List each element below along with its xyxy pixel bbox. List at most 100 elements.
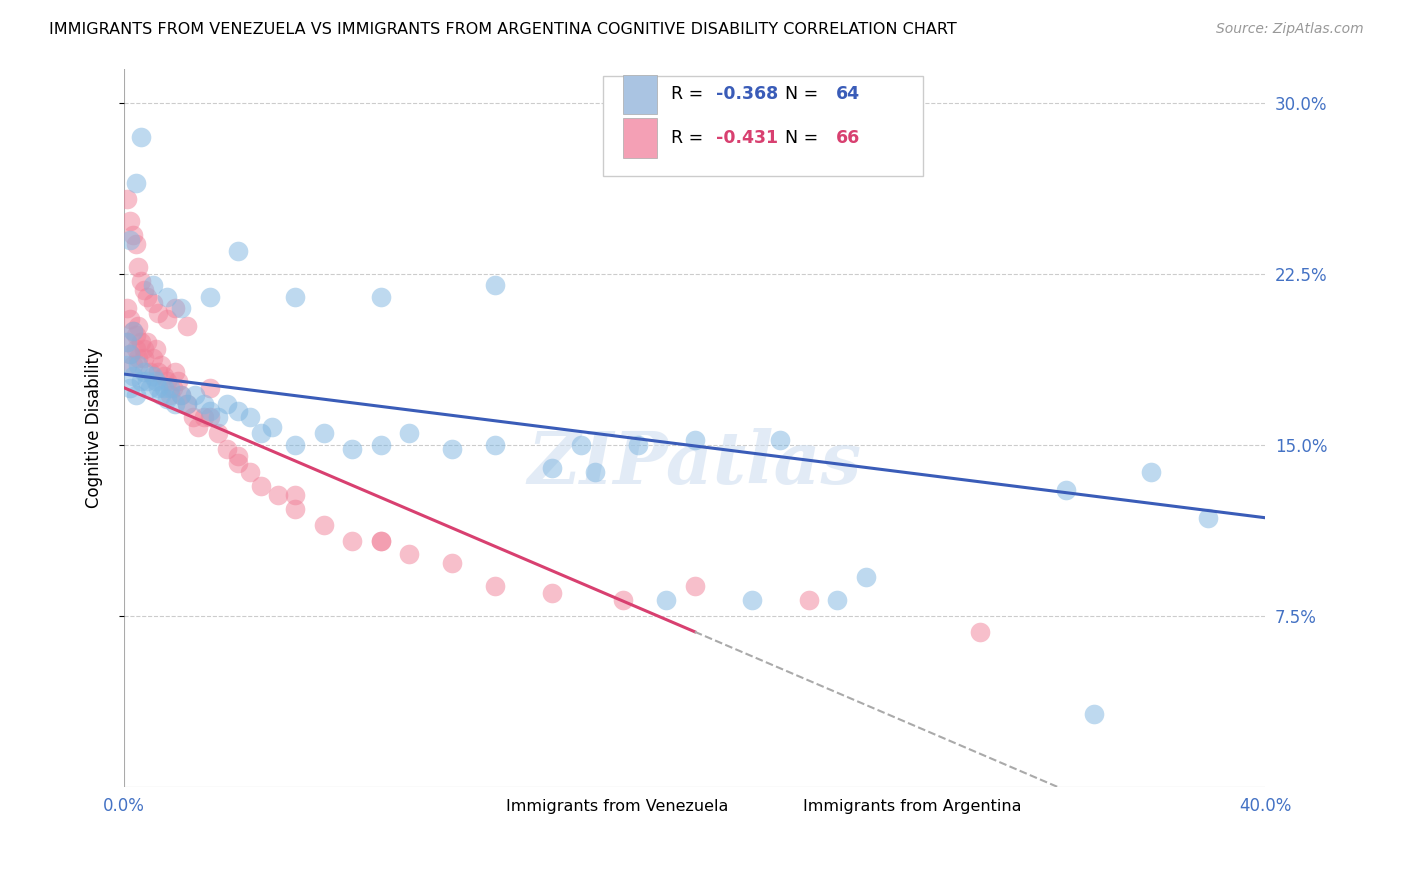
Point bbox=[1083, 706, 1105, 721]
Point bbox=[115, 192, 138, 206]
Point bbox=[198, 381, 221, 395]
Point bbox=[267, 488, 290, 502]
Point bbox=[312, 426, 335, 441]
Point bbox=[142, 278, 165, 293]
Point bbox=[115, 358, 138, 372]
Point bbox=[115, 301, 138, 315]
Point bbox=[139, 381, 162, 395]
Point bbox=[156, 392, 179, 407]
Point bbox=[827, 592, 849, 607]
Point bbox=[121, 324, 143, 338]
Point bbox=[129, 130, 152, 145]
Point bbox=[148, 365, 170, 379]
Point bbox=[145, 342, 167, 356]
Text: -0.431: -0.431 bbox=[717, 129, 779, 147]
Point bbox=[226, 449, 249, 463]
Point bbox=[1197, 510, 1219, 524]
Point bbox=[741, 592, 763, 607]
Point bbox=[132, 283, 155, 297]
Point bbox=[156, 374, 179, 388]
Point bbox=[184, 387, 207, 401]
Point bbox=[855, 570, 877, 584]
Text: ZIPatlas: ZIPatlas bbox=[527, 428, 862, 500]
Point bbox=[284, 488, 307, 502]
Point bbox=[170, 387, 193, 401]
Point bbox=[118, 346, 141, 360]
Point bbox=[207, 426, 229, 441]
Point bbox=[541, 460, 564, 475]
Point bbox=[121, 324, 143, 338]
Point bbox=[683, 434, 706, 448]
Point bbox=[127, 260, 149, 274]
Point bbox=[156, 289, 179, 303]
Point bbox=[127, 319, 149, 334]
Point bbox=[124, 328, 146, 343]
Point bbox=[159, 381, 181, 395]
Point bbox=[148, 305, 170, 319]
Point bbox=[193, 397, 215, 411]
Point bbox=[118, 214, 141, 228]
Point bbox=[121, 358, 143, 372]
Point bbox=[215, 397, 238, 411]
Point bbox=[226, 403, 249, 417]
Point bbox=[176, 397, 198, 411]
Point bbox=[142, 369, 165, 384]
Text: Immigrants from Venezuela: Immigrants from Venezuela bbox=[506, 799, 728, 814]
Point bbox=[150, 358, 173, 372]
FancyBboxPatch shape bbox=[623, 119, 657, 158]
FancyBboxPatch shape bbox=[623, 75, 657, 114]
FancyBboxPatch shape bbox=[603, 76, 922, 177]
Point bbox=[398, 426, 420, 441]
Point bbox=[132, 365, 155, 379]
Point bbox=[136, 335, 159, 350]
Point bbox=[370, 533, 392, 548]
Point bbox=[226, 244, 249, 258]
Point bbox=[142, 351, 165, 365]
Text: N =: N = bbox=[785, 129, 818, 147]
Point bbox=[284, 438, 307, 452]
Point bbox=[250, 426, 273, 441]
Point bbox=[370, 533, 392, 548]
Point bbox=[136, 289, 159, 303]
Point bbox=[441, 442, 464, 457]
Point bbox=[627, 438, 650, 452]
Text: N =: N = bbox=[785, 86, 818, 103]
Point bbox=[153, 369, 176, 384]
Point bbox=[132, 342, 155, 356]
Point bbox=[176, 319, 198, 334]
Point bbox=[612, 592, 634, 607]
Text: Immigrants from Argentina: Immigrants from Argentina bbox=[803, 799, 1022, 814]
Text: R =: R = bbox=[671, 86, 703, 103]
Point bbox=[156, 312, 179, 326]
Point bbox=[129, 374, 152, 388]
Point bbox=[170, 387, 193, 401]
Point bbox=[118, 233, 141, 247]
Point bbox=[181, 410, 204, 425]
Point bbox=[239, 465, 262, 479]
Point bbox=[127, 358, 149, 372]
Point bbox=[1054, 483, 1077, 498]
Point bbox=[312, 517, 335, 532]
Point bbox=[121, 369, 143, 384]
Point bbox=[148, 381, 170, 395]
Point bbox=[145, 374, 167, 388]
Point bbox=[198, 410, 221, 425]
Point bbox=[124, 176, 146, 190]
Point bbox=[198, 403, 221, 417]
Point bbox=[121, 227, 143, 242]
Point bbox=[484, 438, 506, 452]
Point bbox=[683, 579, 706, 593]
Point bbox=[165, 397, 187, 411]
Point bbox=[262, 419, 284, 434]
Text: Source: ZipAtlas.com: Source: ZipAtlas.com bbox=[1216, 22, 1364, 37]
Point bbox=[124, 342, 146, 356]
Point bbox=[139, 365, 162, 379]
Point bbox=[569, 438, 592, 452]
Point bbox=[342, 533, 364, 548]
Point bbox=[398, 547, 420, 561]
Point bbox=[1140, 465, 1163, 479]
Text: R =: R = bbox=[671, 129, 703, 147]
Point bbox=[769, 434, 792, 448]
Point bbox=[193, 410, 215, 425]
Point bbox=[124, 237, 146, 252]
